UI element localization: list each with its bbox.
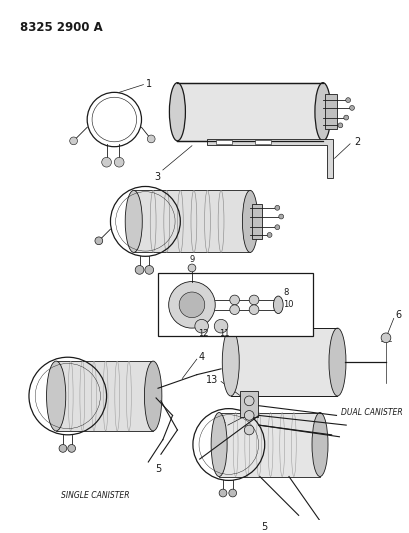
- Text: SINGLE CANISTER: SINGLE CANISTER: [61, 491, 129, 500]
- Ellipse shape: [328, 328, 345, 396]
- Bar: [157, 273, 312, 336]
- Circle shape: [229, 295, 239, 305]
- Circle shape: [214, 319, 227, 333]
- Text: 5: 5: [155, 464, 161, 474]
- Circle shape: [244, 410, 254, 420]
- Ellipse shape: [211, 413, 227, 477]
- Text: 3: 3: [153, 172, 160, 182]
- Text: 10: 10: [283, 300, 293, 309]
- Circle shape: [228, 489, 236, 497]
- Circle shape: [244, 396, 254, 406]
- Text: 5: 5: [261, 522, 267, 532]
- Circle shape: [147, 135, 155, 143]
- Circle shape: [343, 115, 348, 120]
- Circle shape: [135, 265, 144, 274]
- Bar: [252, 204, 261, 239]
- Polygon shape: [206, 139, 332, 177]
- Bar: [216, 140, 231, 144]
- Text: 1: 1: [146, 79, 152, 88]
- Ellipse shape: [46, 361, 65, 431]
- Bar: [254, 140, 270, 144]
- Ellipse shape: [169, 83, 185, 141]
- Circle shape: [267, 232, 271, 237]
- Ellipse shape: [144, 361, 162, 431]
- Ellipse shape: [242, 190, 257, 253]
- Circle shape: [244, 425, 254, 435]
- Circle shape: [179, 292, 204, 318]
- Circle shape: [70, 137, 77, 145]
- Circle shape: [144, 265, 153, 274]
- Ellipse shape: [273, 296, 283, 313]
- Circle shape: [229, 305, 239, 314]
- Ellipse shape: [222, 328, 239, 396]
- Circle shape: [349, 106, 354, 110]
- Circle shape: [249, 305, 258, 314]
- Bar: [240, 391, 257, 417]
- Text: 8325 2900 A: 8325 2900 A: [20, 21, 103, 34]
- Circle shape: [345, 98, 350, 102]
- Circle shape: [59, 445, 67, 453]
- Bar: [218, 413, 319, 477]
- Bar: [133, 190, 249, 253]
- Text: 8: 8: [283, 288, 288, 297]
- Circle shape: [194, 319, 208, 333]
- Text: 12: 12: [197, 329, 208, 338]
- Ellipse shape: [311, 413, 327, 477]
- Circle shape: [274, 205, 279, 210]
- Text: DUAL CANISTER: DUAL CANISTER: [340, 408, 401, 417]
- Circle shape: [67, 445, 75, 453]
- Text: 11: 11: [218, 329, 229, 338]
- Text: 4: 4: [198, 352, 204, 362]
- Text: 9: 9: [189, 255, 194, 264]
- Bar: [56, 361, 153, 431]
- Circle shape: [249, 295, 258, 305]
- Bar: [230, 328, 337, 396]
- Text: 2: 2: [353, 137, 360, 147]
- Ellipse shape: [125, 190, 142, 253]
- Circle shape: [188, 264, 196, 272]
- Text: 7: 7: [218, 422, 225, 432]
- Circle shape: [168, 281, 215, 328]
- Circle shape: [278, 214, 283, 219]
- Bar: [177, 83, 322, 141]
- Text: 6: 6: [395, 311, 401, 320]
- Circle shape: [114, 157, 124, 167]
- Circle shape: [274, 225, 279, 230]
- Circle shape: [218, 489, 226, 497]
- Circle shape: [337, 123, 342, 128]
- Circle shape: [101, 157, 111, 167]
- Ellipse shape: [314, 83, 330, 141]
- Circle shape: [380, 333, 390, 343]
- Bar: [324, 94, 336, 129]
- Text: 13: 13: [205, 375, 218, 384]
- Circle shape: [95, 237, 102, 245]
